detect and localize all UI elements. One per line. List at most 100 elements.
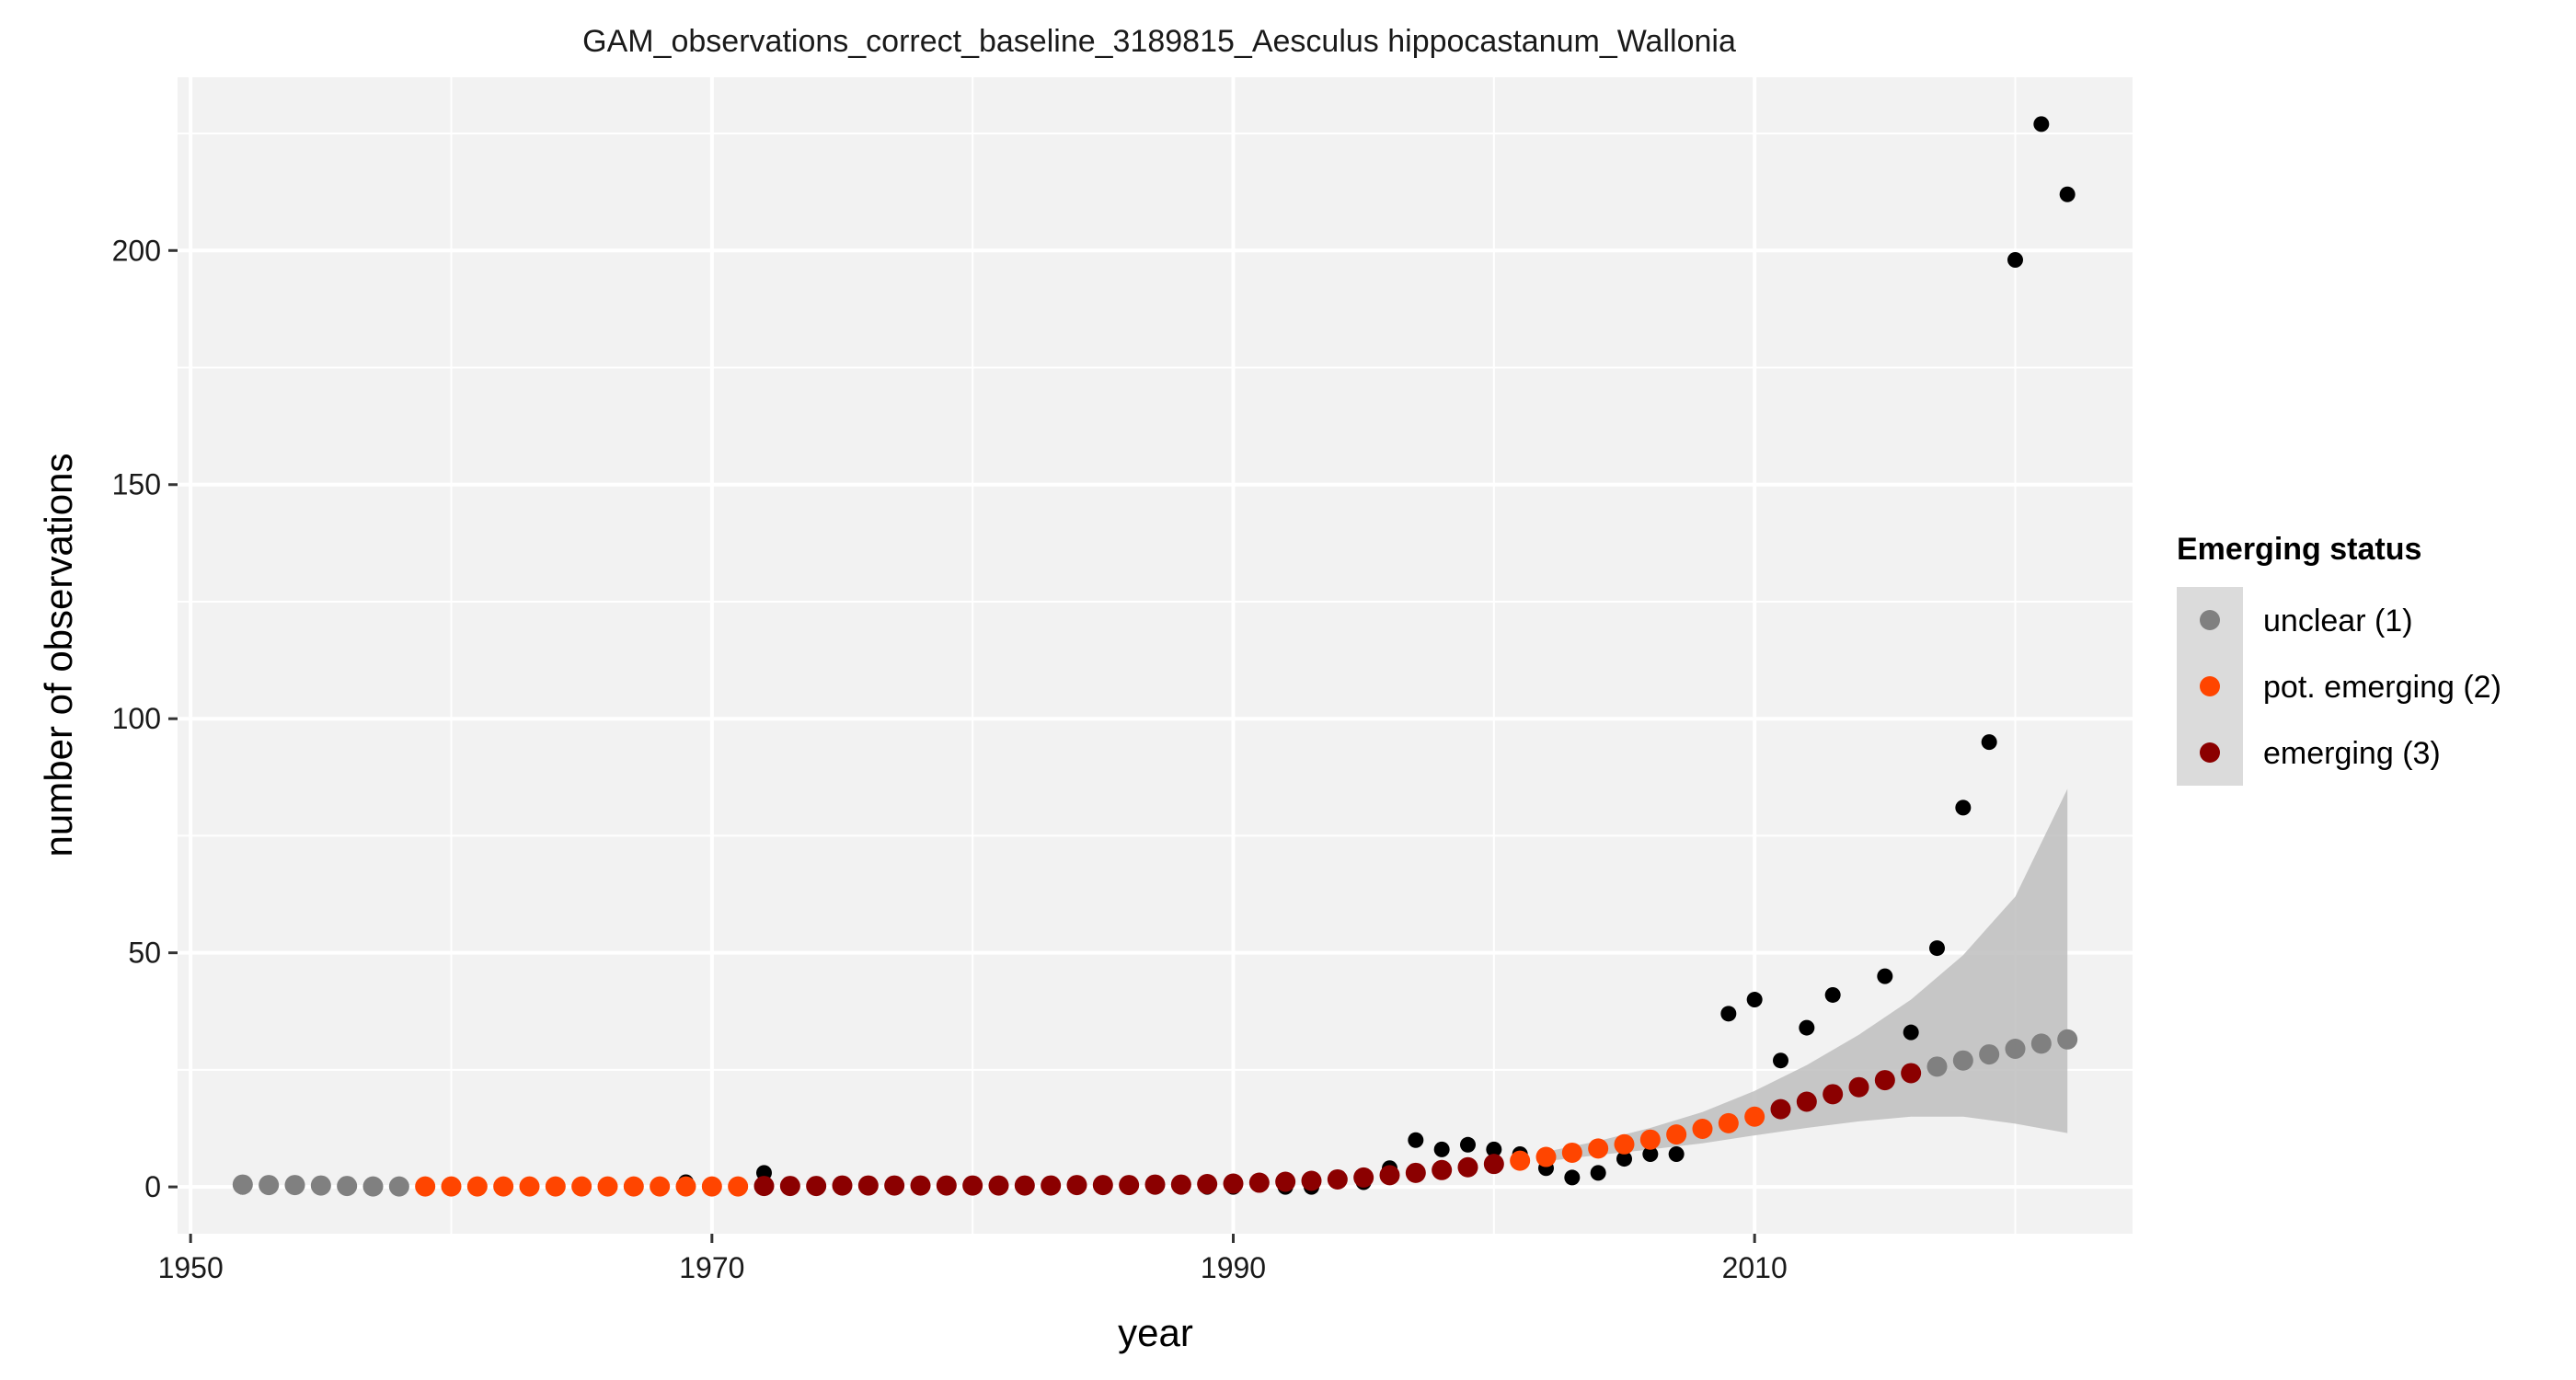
fitted-point [441,1176,462,1197]
fitted-point [1823,1084,1844,1105]
fitted-point [753,1176,775,1197]
observed-point [1799,1019,1815,1036]
observed-point [1642,1145,1659,1162]
fitted-point [493,1176,514,1197]
fitted-point [415,1176,436,1197]
y-axis-title: number of observations [37,454,80,857]
fitted-point [1614,1133,1635,1155]
fitted-point [623,1176,644,1197]
fitted-point [1510,1150,1531,1171]
y-tick-label: 150 [112,468,161,501]
fitted-point [571,1176,592,1197]
fitted-point [2030,1033,2052,1054]
observed-point [1564,1169,1581,1186]
fitted-point [1353,1167,1374,1188]
fitted-point [1535,1146,1557,1167]
observed-point [2007,251,2023,268]
fitted-point [1457,1156,1478,1178]
fitted-point [597,1176,618,1197]
x-tick-label: 1970 [679,1251,744,1284]
observed-point [1773,1052,1788,1069]
fitted-point [1432,1159,1453,1180]
observed-point [1903,1024,1919,1041]
fitted-point [779,1176,800,1197]
observed-point [1433,1141,1450,1157]
y-tick-label: 0 [144,1170,161,1203]
fitted-point [936,1175,957,1196]
fitted-point [2057,1029,2078,1050]
fitted-point [1848,1076,1869,1098]
fitted-point [519,1176,540,1197]
fitted-point [884,1175,905,1196]
observed-point [1720,1006,1737,1022]
x-axis: 1950 1970 1990 2010 [158,1234,1788,1284]
fitted-point [728,1176,749,1197]
fitted-point [545,1176,566,1197]
legend-key-2 [2200,676,2220,696]
fitted-point [910,1175,931,1196]
y-tick-label: 200 [112,234,161,267]
observed-point [1668,1145,1685,1162]
fitted-point [1041,1175,1062,1196]
observed-point [1486,1141,1502,1157]
chart-title: GAM_observations_correct_baseline_318981… [582,24,1736,59]
observed-point [1877,968,1893,984]
fitted-point [1066,1175,1087,1196]
fitted-point [362,1176,384,1197]
y-axis: 0 50 100 150 200 [112,234,178,1203]
fitted-point [650,1176,671,1197]
observed-point [1824,986,1841,1003]
y-tick-label: 50 [128,937,161,970]
fitted-point [1874,1070,1895,1091]
fitted-point [1718,1112,1739,1133]
fitted-point [1301,1170,1322,1191]
fitted-point [1952,1050,1973,1071]
x-tick-label: 2010 [1722,1251,1788,1284]
observed-point [2033,116,2050,132]
fitted-point [1483,1154,1504,1175]
observed-point [1408,1132,1424,1148]
legend-label-1: unclear (1) [2263,604,2413,638]
fitted-point [832,1175,853,1196]
fitted-point [857,1175,879,1196]
fitted-point [1170,1174,1191,1195]
fitted-point [1666,1124,1687,1145]
fitted-point [1588,1138,1609,1159]
fitted-point [2005,1038,2026,1059]
fitted-point [962,1175,983,1196]
observed-point [1929,940,1945,957]
fitted-point [1119,1175,1140,1196]
fitted-point [1405,1162,1426,1183]
fitted-point [1327,1168,1348,1190]
fitted-point [466,1176,488,1197]
plot-panel [178,77,2133,1234]
fitted-point [1744,1106,1765,1127]
fitted-point [1197,1174,1218,1195]
fitted-point [284,1175,305,1196]
fitted-point [388,1176,409,1197]
observed-point [1616,1151,1632,1167]
fitted-point [1692,1119,1713,1140]
observed-point [2059,186,2076,202]
fitted-point [1796,1091,1817,1112]
fitted-point [1979,1044,2000,1065]
fitted-point [310,1175,331,1196]
fitted-point [675,1176,696,1197]
observed-point [1590,1165,1606,1181]
legend-label-3: emerging (3) [2263,736,2441,771]
y-tick-label: 100 [112,702,161,735]
fitted-point [1014,1175,1035,1196]
observed-point [1955,799,1972,816]
fitted-point [1639,1129,1661,1150]
fitted-point [1901,1063,1922,1084]
fitted-point [259,1175,280,1196]
x-tick-label: 1990 [1201,1251,1266,1284]
observed-point [1460,1136,1476,1153]
legend-title: Emerging status [2177,532,2421,567]
fitted-point [1223,1173,1244,1194]
observed-point [1981,734,1997,751]
fitted-point [232,1174,253,1195]
x-axis-title: year [1118,1311,1193,1354]
fitted-point [988,1175,1009,1196]
